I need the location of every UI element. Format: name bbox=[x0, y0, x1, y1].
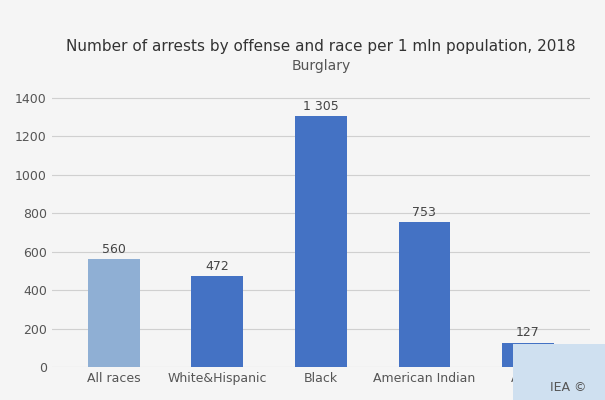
Text: 1 305: 1 305 bbox=[303, 100, 339, 113]
Text: IEA ©: IEA © bbox=[551, 381, 587, 394]
Bar bbox=[502, 343, 554, 367]
Text: 560: 560 bbox=[102, 243, 126, 256]
Bar bbox=[399, 222, 450, 367]
Text: Burglary: Burglary bbox=[291, 59, 350, 73]
Text: 127: 127 bbox=[516, 326, 540, 339]
Text: 753: 753 bbox=[413, 206, 436, 219]
Bar bbox=[88, 260, 140, 367]
Text: 472: 472 bbox=[206, 260, 229, 273]
Bar bbox=[295, 116, 347, 367]
Bar bbox=[191, 276, 243, 367]
Title: Number of arrests by offense and race per 1 mln population, 2018: Number of arrests by offense and race pe… bbox=[66, 39, 576, 54]
